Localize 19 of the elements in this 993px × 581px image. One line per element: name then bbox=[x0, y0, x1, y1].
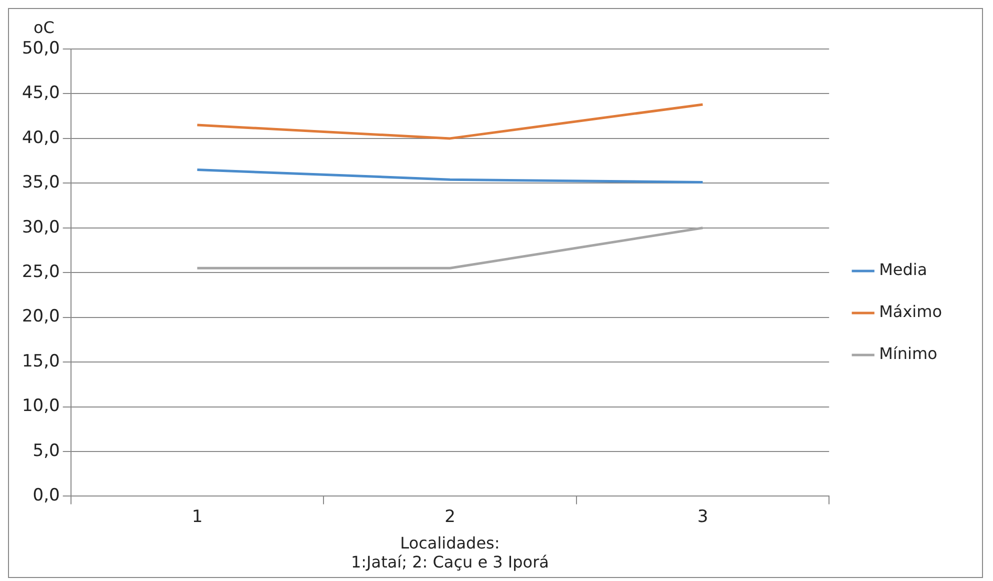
x-axis-title: Localidades: 1:Jataí; 2: Caçu e 3 Iporá bbox=[350, 533, 549, 572]
x-tick-label: 1 bbox=[192, 506, 203, 527]
legend-label: Máximo bbox=[879, 302, 942, 322]
y-tick-label: 50,0 bbox=[22, 38, 60, 58]
y-tick-label: 25,0 bbox=[22, 262, 60, 282]
y-tick-label: 15,0 bbox=[22, 351, 60, 372]
y-tick-label: 20,0 bbox=[22, 306, 60, 327]
y-tick-label: 45,0 bbox=[22, 83, 60, 104]
y-tick-label: 35,0 bbox=[22, 172, 60, 193]
y-axis-title: oC bbox=[34, 18, 54, 38]
y-tick-label: 5,0 bbox=[32, 440, 60, 461]
x-tick-label: 2 bbox=[444, 506, 456, 527]
y-tick-label: 10,0 bbox=[22, 396, 60, 416]
y-tick-label: 0,0 bbox=[32, 486, 60, 506]
legend-label: Mínimo bbox=[879, 344, 938, 364]
x-tick-label: 3 bbox=[697, 506, 708, 527]
y-tick-label: 40,0 bbox=[22, 128, 60, 148]
legend-label: Media bbox=[879, 260, 928, 280]
y-tick-label: 30,0 bbox=[22, 217, 60, 238]
